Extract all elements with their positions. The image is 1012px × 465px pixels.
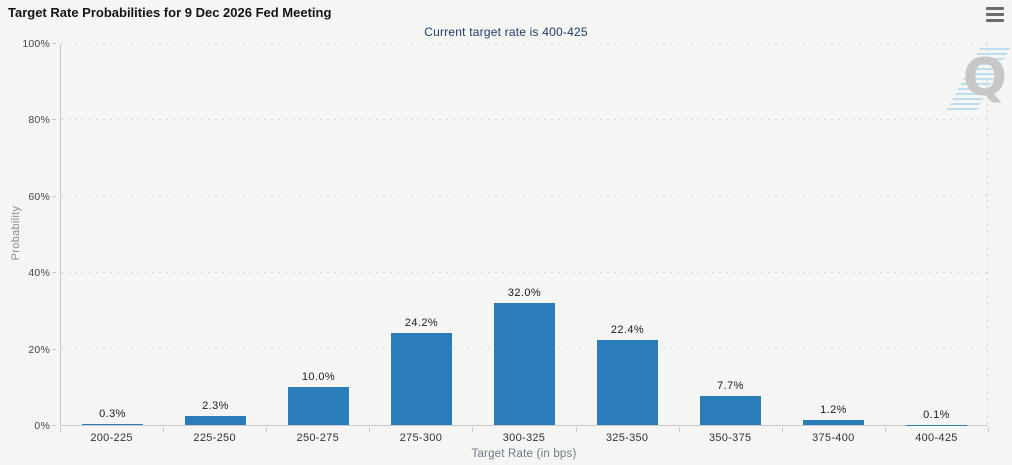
x-tick-label: 350-375 <box>708 432 752 444</box>
x-tick-label: 325-350 <box>605 432 649 444</box>
bar-value-label: 1.2% <box>820 404 847 417</box>
x-axis-labels: 200-225 225-250 250-275 275-300 300-325 325-3… <box>60 432 988 444</box>
probability-bar[interactable] <box>184 416 247 425</box>
y-tick-label: 80% <box>28 114 50 127</box>
probability-bar[interactable] <box>596 339 659 425</box>
probability-bar[interactable] <box>287 386 350 425</box>
y-tick-label: 60% <box>28 190 50 203</box>
bar-value-label: 24.2% <box>404 316 439 329</box>
gridline <box>61 195 988 197</box>
bar-slot: 7.7% <box>679 44 782 425</box>
x-tick-label: 250-275 <box>296 432 340 444</box>
chart-subtitle: Current target rate is 400-425 <box>424 25 588 39</box>
x-axis-title: Target Rate (in bps) <box>471 448 577 460</box>
x-tick-mark <box>678 427 680 432</box>
x-tick-label: 300-325 <box>502 432 546 444</box>
bar-value-label: 32.0% <box>507 287 542 300</box>
bar-value-label: 10.0% <box>301 370 336 383</box>
x-tick-label: 400-425 <box>915 432 958 444</box>
plot-right-border <box>987 44 988 425</box>
y-axis: 0% 20% 40% 60% 80% 100% <box>0 38 56 432</box>
x-tick-mark <box>781 427 783 432</box>
x-tick-mark <box>369 427 371 432</box>
bar-slot: 2.3% <box>164 44 267 425</box>
watermark-q-letter: Q <box>962 48 1007 108</box>
y-tick-mark <box>52 195 56 197</box>
bar-value-label: 0.3% <box>99 407 126 420</box>
x-tick-mark <box>60 427 61 432</box>
bar-value-label: 2.3% <box>202 400 229 413</box>
y-tick-label: 40% <box>28 267 50 280</box>
y-tick-mark <box>52 43 56 44</box>
bar-value-label: 7.7% <box>717 379 744 392</box>
x-tick-mark <box>575 427 577 432</box>
x-tick-label: 200-225 <box>90 432 133 444</box>
bars-row: 0.3% 2.3% 10.0% 24.2% 32.0% 22.4% 7.7% 1.2% 0.1% <box>61 44 988 425</box>
x-tick-label: 225-250 <box>193 432 236 444</box>
x-tick-mark <box>472 427 474 432</box>
hamburger-menu-icon <box>986 7 1004 10</box>
x-tick-mark <box>266 427 268 432</box>
plot-area: 0.3% 2.3% 10.0% 24.2% 32.0% 22.4% 7.7% 1.2% 0.1%… <box>60 43 1010 426</box>
y-tick-mark <box>52 119 56 121</box>
y-tick-mark <box>52 272 56 274</box>
bar-slot: 0.1% <box>885 44 988 425</box>
probability-bar[interactable] <box>699 395 762 425</box>
chart-context-menu-button[interactable] <box>986 7 1004 22</box>
y-tick-label: 0% <box>34 420 50 432</box>
x-tick-label: 375-400 <box>812 432 855 444</box>
x-tick-mark <box>884 427 886 432</box>
bar-slot: 1.2% <box>782 44 885 425</box>
gridline <box>61 271 988 273</box>
probability-bar[interactable] <box>81 423 144 425</box>
bar-slot: 22.4% <box>576 44 679 425</box>
probability-bar[interactable] <box>390 332 453 425</box>
watermark-logo: Q <box>945 46 1010 114</box>
y-tick-mark <box>52 425 56 426</box>
y-tick-mark <box>52 348 56 350</box>
bar-slot: 0.3% <box>61 44 164 425</box>
gridline <box>61 119 988 121</box>
bar-slot: 24.2% <box>370 44 473 425</box>
x-axis-ticks <box>60 427 989 432</box>
bar-slot: 32.0% <box>473 44 576 425</box>
gridline <box>61 43 988 44</box>
y-axis-title: Probability <box>10 205 22 261</box>
bar-value-label: 22.4% <box>610 323 645 336</box>
bar-slot: 10.0% <box>267 44 370 425</box>
y-tick-label: 100% <box>22 38 50 50</box>
probability-bar[interactable] <box>493 303 556 425</box>
y-tick-label: 20% <box>28 343 50 356</box>
probability-bar[interactable] <box>802 420 865 425</box>
x-tick-mark <box>163 427 165 432</box>
x-tick-label: 275-300 <box>399 432 443 444</box>
chart-title: Target Rate Probabilities for 9 Dec 2026… <box>8 5 332 20</box>
x-tick-mark <box>988 427 989 432</box>
bar-value-label: 0.1% <box>923 408 950 421</box>
